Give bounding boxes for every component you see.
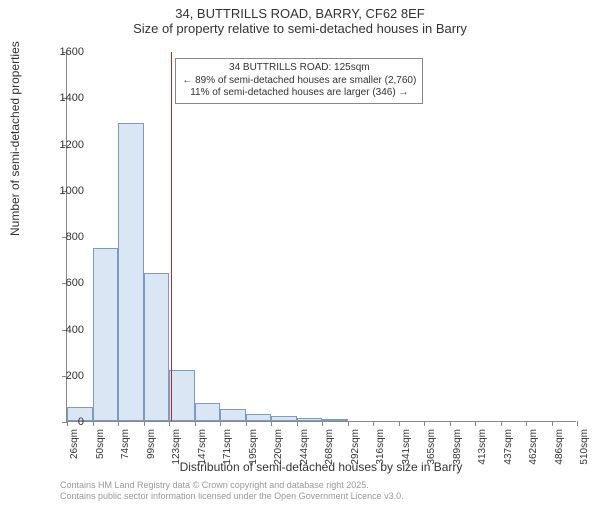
xtick-mark (195, 421, 196, 426)
xtick-mark (526, 421, 527, 426)
page-title-line2: Size of property relative to semi-detach… (0, 21, 600, 36)
xtick-label: 413sqm (477, 429, 488, 465)
footnote: Contains HM Land Registry data © Crown c… (60, 480, 404, 502)
xtick-label: 437sqm (503, 429, 514, 465)
chart-plot-area: 34 BUTTRILLS ROAD: 125sqm← 89% of semi-d… (66, 52, 576, 422)
histogram-bar (93, 248, 119, 421)
y-axis-label: Number of semi-detached properties (8, 41, 22, 236)
histogram-bar (322, 419, 348, 421)
xtick-mark (93, 421, 94, 426)
ytick-label: 400 (44, 324, 84, 336)
xtick-label: 462sqm (528, 429, 539, 465)
footnote-line2: Contains public sector information licen… (60, 491, 404, 502)
xtick-mark (450, 421, 451, 426)
annotation-line: 11% of semi-detached houses are larger (… (182, 87, 416, 100)
xtick-label: 74sqm (120, 429, 131, 459)
annotation-box: 34 BUTTRILLS ROAD: 125sqm← 89% of semi-d… (175, 58, 423, 104)
ytick-label: 1000 (44, 185, 84, 197)
histogram-bar (169, 370, 195, 421)
xtick-mark (246, 421, 247, 426)
histogram-bar (297, 418, 323, 421)
histogram-bar (271, 416, 297, 421)
xtick-label: 341sqm (401, 429, 412, 465)
xtick-mark (501, 421, 502, 426)
histogram-bar (195, 403, 221, 422)
xtick-mark (552, 421, 553, 426)
xtick-label: 510sqm (579, 429, 590, 465)
xtick-label: 26sqm (69, 429, 80, 459)
xtick-label: 171sqm (222, 429, 233, 465)
ytick-label: 0 (44, 416, 84, 428)
ytick-label: 800 (44, 231, 84, 243)
xtick-label: 268sqm (324, 429, 335, 465)
histogram-bar (246, 414, 272, 421)
ytick-label: 1600 (44, 46, 84, 58)
xtick-label: 244sqm (299, 429, 310, 465)
xtick-mark (322, 421, 323, 426)
x-axis-label: Distribution of semi-detached houses by … (66, 460, 576, 474)
xtick-label: 195sqm (248, 429, 259, 465)
histogram-bar (220, 409, 246, 421)
xtick-label: 220sqm (273, 429, 284, 465)
xtick-mark (118, 421, 119, 426)
xtick-label: 147sqm (197, 429, 208, 465)
xtick-label: 292sqm (350, 429, 361, 465)
xtick-label: 50sqm (95, 429, 106, 459)
ytick-label: 1200 (44, 139, 84, 151)
xtick-mark (399, 421, 400, 426)
xtick-label: 123sqm (171, 429, 182, 465)
xtick-mark (577, 421, 578, 426)
histogram-bar (118, 123, 144, 421)
xtick-label: 365sqm (426, 429, 437, 465)
annotation-line: 34 BUTTRILLS ROAD: 125sqm (182, 62, 416, 75)
xtick-mark (220, 421, 221, 426)
footnote-line1: Contains HM Land Registry data © Crown c… (60, 480, 404, 491)
xtick-mark (144, 421, 145, 426)
xtick-mark (475, 421, 476, 426)
xtick-label: 389sqm (452, 429, 463, 465)
ytick-label: 600 (44, 277, 84, 289)
ytick-label: 200 (44, 370, 84, 382)
xtick-mark (169, 421, 170, 426)
xtick-mark (348, 421, 349, 426)
xtick-label: 486sqm (554, 429, 565, 465)
xtick-mark (373, 421, 374, 426)
page-title-line1: 34, BUTTRILLS ROAD, BARRY, CF62 8EF (0, 6, 600, 21)
xtick-mark (424, 421, 425, 426)
histogram-bar (144, 273, 170, 421)
annotation-line: ← 89% of semi-detached houses are smalle… (182, 75, 416, 88)
xtick-label: 316sqm (375, 429, 386, 465)
xtick-label: 99sqm (146, 429, 157, 459)
ytick-label: 1400 (44, 92, 84, 104)
xtick-mark (271, 421, 272, 426)
property-marker-line (171, 52, 172, 421)
xtick-mark (297, 421, 298, 426)
